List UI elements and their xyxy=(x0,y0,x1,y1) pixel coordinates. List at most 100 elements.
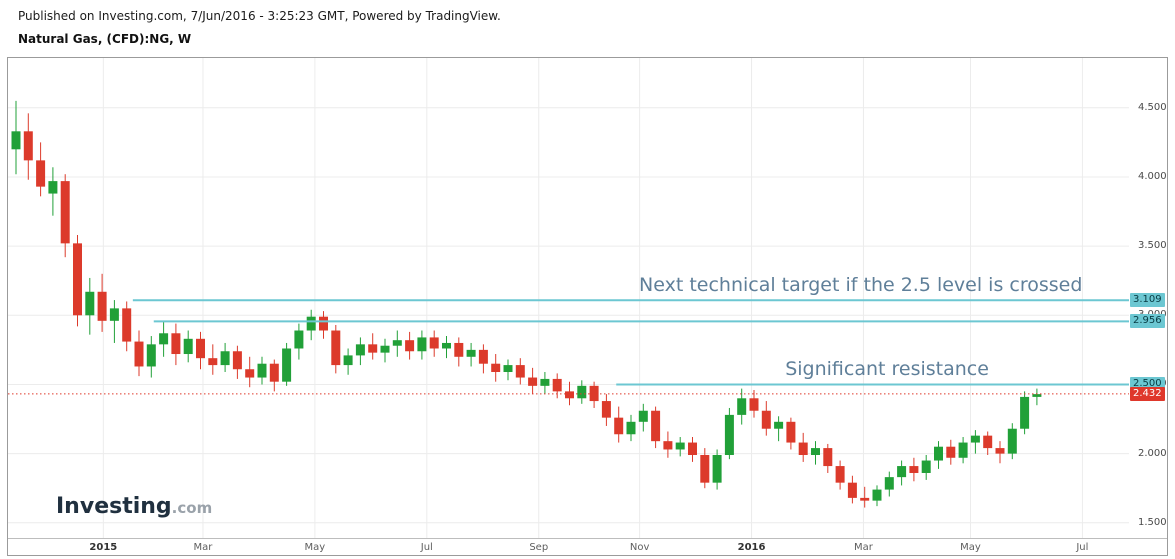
candle xyxy=(85,277,95,335)
candle xyxy=(811,441,820,465)
candle xyxy=(626,414,636,442)
instrument-title: Natural Gas, (CFD):NG, W xyxy=(18,32,192,46)
candle xyxy=(306,309,316,341)
candle xyxy=(970,430,980,454)
candle xyxy=(749,389,759,418)
candle xyxy=(995,441,1005,464)
candle xyxy=(761,401,771,436)
published-line: Published on Investing.com, 7/Jun/2016 -… xyxy=(18,9,501,23)
last-price-badge: 2.432 xyxy=(1130,386,1165,401)
candle xyxy=(392,330,402,357)
candle xyxy=(946,439,956,465)
candle xyxy=(294,323,304,360)
candle xyxy=(220,342,230,373)
time-tick-label: 2016 xyxy=(737,542,766,553)
candle xyxy=(183,330,193,363)
candle xyxy=(872,485,882,507)
candle xyxy=(380,338,390,363)
candle xyxy=(23,113,33,180)
candle xyxy=(171,323,181,366)
candle xyxy=(134,330,144,377)
candle xyxy=(774,416,784,442)
candle xyxy=(60,174,70,258)
candle xyxy=(897,460,907,486)
price-tick-label: 3.500 xyxy=(1138,240,1167,252)
candle xyxy=(232,345,242,379)
candle xyxy=(245,356,255,388)
candle xyxy=(589,381,599,408)
candle xyxy=(786,417,796,450)
candle xyxy=(712,449,722,490)
candle xyxy=(478,344,488,374)
candle xyxy=(257,356,267,385)
candle xyxy=(208,344,218,375)
candle xyxy=(675,437,685,457)
investing-logo: Investing.com xyxy=(56,494,212,519)
price-tick-label: 4.500 xyxy=(1138,101,1167,113)
candle xyxy=(823,443,833,473)
target-badge: 2.956 xyxy=(1130,314,1165,329)
candlestick-canvas xyxy=(8,58,1129,538)
candle xyxy=(921,455,931,480)
candle xyxy=(36,142,46,197)
candle xyxy=(97,273,107,332)
candle xyxy=(540,372,550,395)
plot-area[interactable]: Next technical target if the 2.5 level i… xyxy=(8,58,1129,538)
candle xyxy=(909,457,919,482)
annotation-resistance: Significant resistance xyxy=(785,358,989,381)
price-tick-label: 1.500 xyxy=(1138,516,1167,528)
candle xyxy=(355,337,365,366)
candle xyxy=(11,100,21,175)
time-tick-label: 2015 xyxy=(89,542,118,553)
candle xyxy=(700,448,710,489)
candle xyxy=(417,330,427,360)
candle xyxy=(466,342,476,367)
candle xyxy=(343,348,353,375)
candle xyxy=(860,486,870,508)
candle xyxy=(405,331,415,360)
candle xyxy=(798,432,808,462)
price-tick-label: 2.000 xyxy=(1138,447,1167,459)
candle xyxy=(552,373,562,399)
candle xyxy=(614,406,624,443)
candle xyxy=(319,311,328,339)
candle xyxy=(491,354,501,382)
price-tick-label: 4.000 xyxy=(1138,170,1167,182)
candle xyxy=(663,431,673,458)
candle xyxy=(958,437,968,464)
candle xyxy=(688,437,697,462)
time-tick-label: Jul xyxy=(420,542,433,553)
candle xyxy=(429,330,439,357)
candle xyxy=(196,331,205,370)
candle xyxy=(122,301,132,352)
candle xyxy=(515,358,525,385)
candle xyxy=(847,475,857,504)
logo-brand: Investing xyxy=(56,494,172,519)
candle xyxy=(73,235,82,327)
candle xyxy=(146,336,156,378)
candle xyxy=(528,367,538,395)
candle xyxy=(835,460,845,490)
logo-suffix: .com xyxy=(171,499,213,517)
candle xyxy=(651,406,661,449)
candle xyxy=(331,324,341,374)
candle xyxy=(503,359,513,381)
time-tick-label: Jul xyxy=(1076,542,1089,553)
candle xyxy=(48,167,58,216)
candle xyxy=(934,441,943,469)
candle xyxy=(1032,388,1042,406)
candle xyxy=(737,388,747,425)
time-tick-label: May xyxy=(960,542,981,553)
candle xyxy=(282,342,292,386)
price-axis[interactable]: 4.5004.0003.5003.0002.5002.0001.5003.109… xyxy=(1129,58,1167,538)
candle xyxy=(638,403,648,432)
candle xyxy=(159,320,169,357)
candle xyxy=(577,380,587,404)
candle xyxy=(724,407,734,460)
candle xyxy=(601,394,611,426)
candle xyxy=(269,359,279,392)
time-axis[interactable]: 2015 Mar May Jul Sep Nov 2016 Mar May Jul xyxy=(8,538,1167,555)
time-tick-label: Sep xyxy=(529,542,549,553)
candle xyxy=(442,336,451,359)
candle xyxy=(983,431,993,456)
